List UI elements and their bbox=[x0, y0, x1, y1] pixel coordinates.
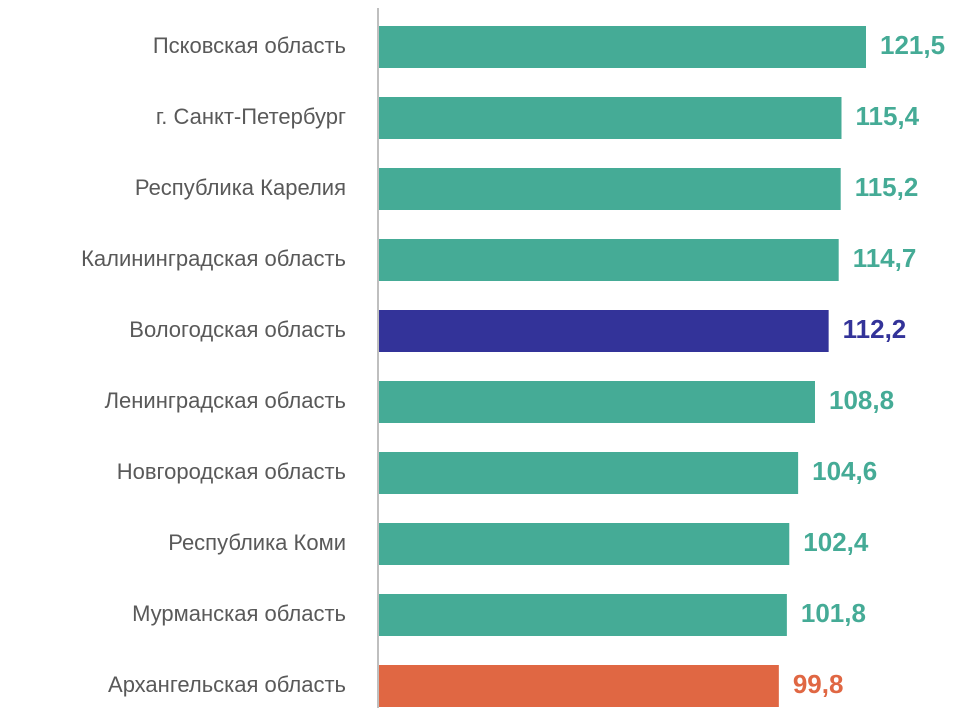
value-label: 104,6 bbox=[812, 456, 877, 486]
category-label: г. Санкт-Петербург bbox=[156, 104, 346, 129]
bar bbox=[378, 26, 866, 68]
value-label: 99,8 bbox=[793, 669, 844, 699]
category-label: Мурманская область bbox=[132, 601, 346, 626]
value-label: 108,8 bbox=[829, 385, 894, 415]
bar bbox=[378, 452, 799, 494]
value-label: 115,4 bbox=[855, 101, 919, 131]
value-label: 112,2 bbox=[843, 314, 907, 344]
category-label: Ленинградская область bbox=[105, 388, 346, 413]
bar bbox=[378, 594, 787, 636]
category-label: Архангельская область bbox=[108, 672, 346, 697]
bar bbox=[378, 168, 841, 210]
category-label: Новгородская область bbox=[117, 459, 346, 484]
value-labels: 121,5 115,4 115,2 114,7 112,2 108,8 104,6 102,4… bbox=[793, 30, 945, 699]
bar bbox=[378, 310, 829, 352]
value-label: 102,4 bbox=[803, 527, 869, 557]
value-label: 115,2 bbox=[855, 172, 919, 202]
bars bbox=[378, 26, 866, 707]
bar bbox=[378, 665, 779, 707]
bar bbox=[378, 381, 815, 423]
category-label: Псковская область bbox=[153, 33, 346, 58]
value-label: 121,5 bbox=[880, 30, 945, 60]
category-label: Вологодская область bbox=[129, 317, 346, 342]
category-label: Республика Карелия bbox=[135, 175, 346, 200]
bar bbox=[378, 97, 842, 139]
category-label: Калининградская область bbox=[81, 246, 346, 271]
bar bbox=[378, 523, 790, 565]
bar bbox=[378, 239, 839, 281]
category-label: Республика Коми bbox=[168, 530, 346, 555]
value-label: 114,7 bbox=[853, 243, 917, 273]
category-labels: Псковская область г. Санкт-Петербург Респу… bbox=[81, 33, 346, 697]
value-label: 101,8 bbox=[801, 598, 866, 628]
